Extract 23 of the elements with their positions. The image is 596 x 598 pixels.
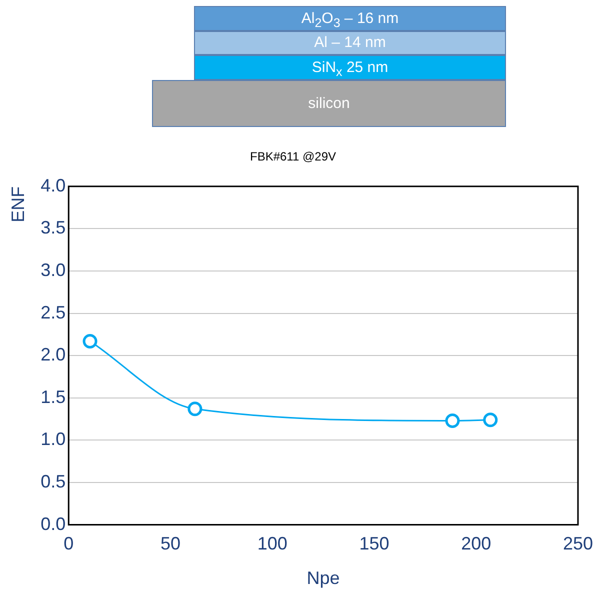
chart-title: FBK#611 @29V: [250, 150, 336, 164]
y-tick-label: 0.5: [40, 471, 66, 492]
y-tick-label: 3.0: [40, 260, 66, 280]
y-tick-label: 1.0: [40, 429, 66, 450]
x-tick-label: 150: [359, 534, 390, 554]
x-tick-label: 200: [461, 534, 492, 554]
point: [483, 412, 498, 428]
y-tick-label: 3.5: [40, 218, 66, 238]
x-tick-label: 0: [64, 534, 74, 554]
y-tick-label: 2.5: [40, 302, 66, 322]
x-axis-title: Npe: [306, 568, 340, 588]
point: [82, 334, 98, 348]
layer-stack: Al$_{2}$O$_{3}$ – 16 nm Al – 14 nm SiN$_{x}$ 25 nm silicon: [152, 6, 506, 128]
x-tick-label: 100: [257, 534, 288, 554]
y-axis-title: ENF: [8, 186, 28, 222]
y-tick-label: 0.0: [40, 514, 66, 534]
point: [188, 402, 202, 416]
y-tick-label: 2.0: [40, 344, 66, 365]
x-tick-label: 250: [562, 534, 594, 554]
x-tick-label: 50: [160, 534, 181, 554]
point: [445, 413, 460, 428]
y-tick-label: 4.0: [40, 175, 66, 196]
y-tick-label: 1.5: [40, 386, 66, 407]
